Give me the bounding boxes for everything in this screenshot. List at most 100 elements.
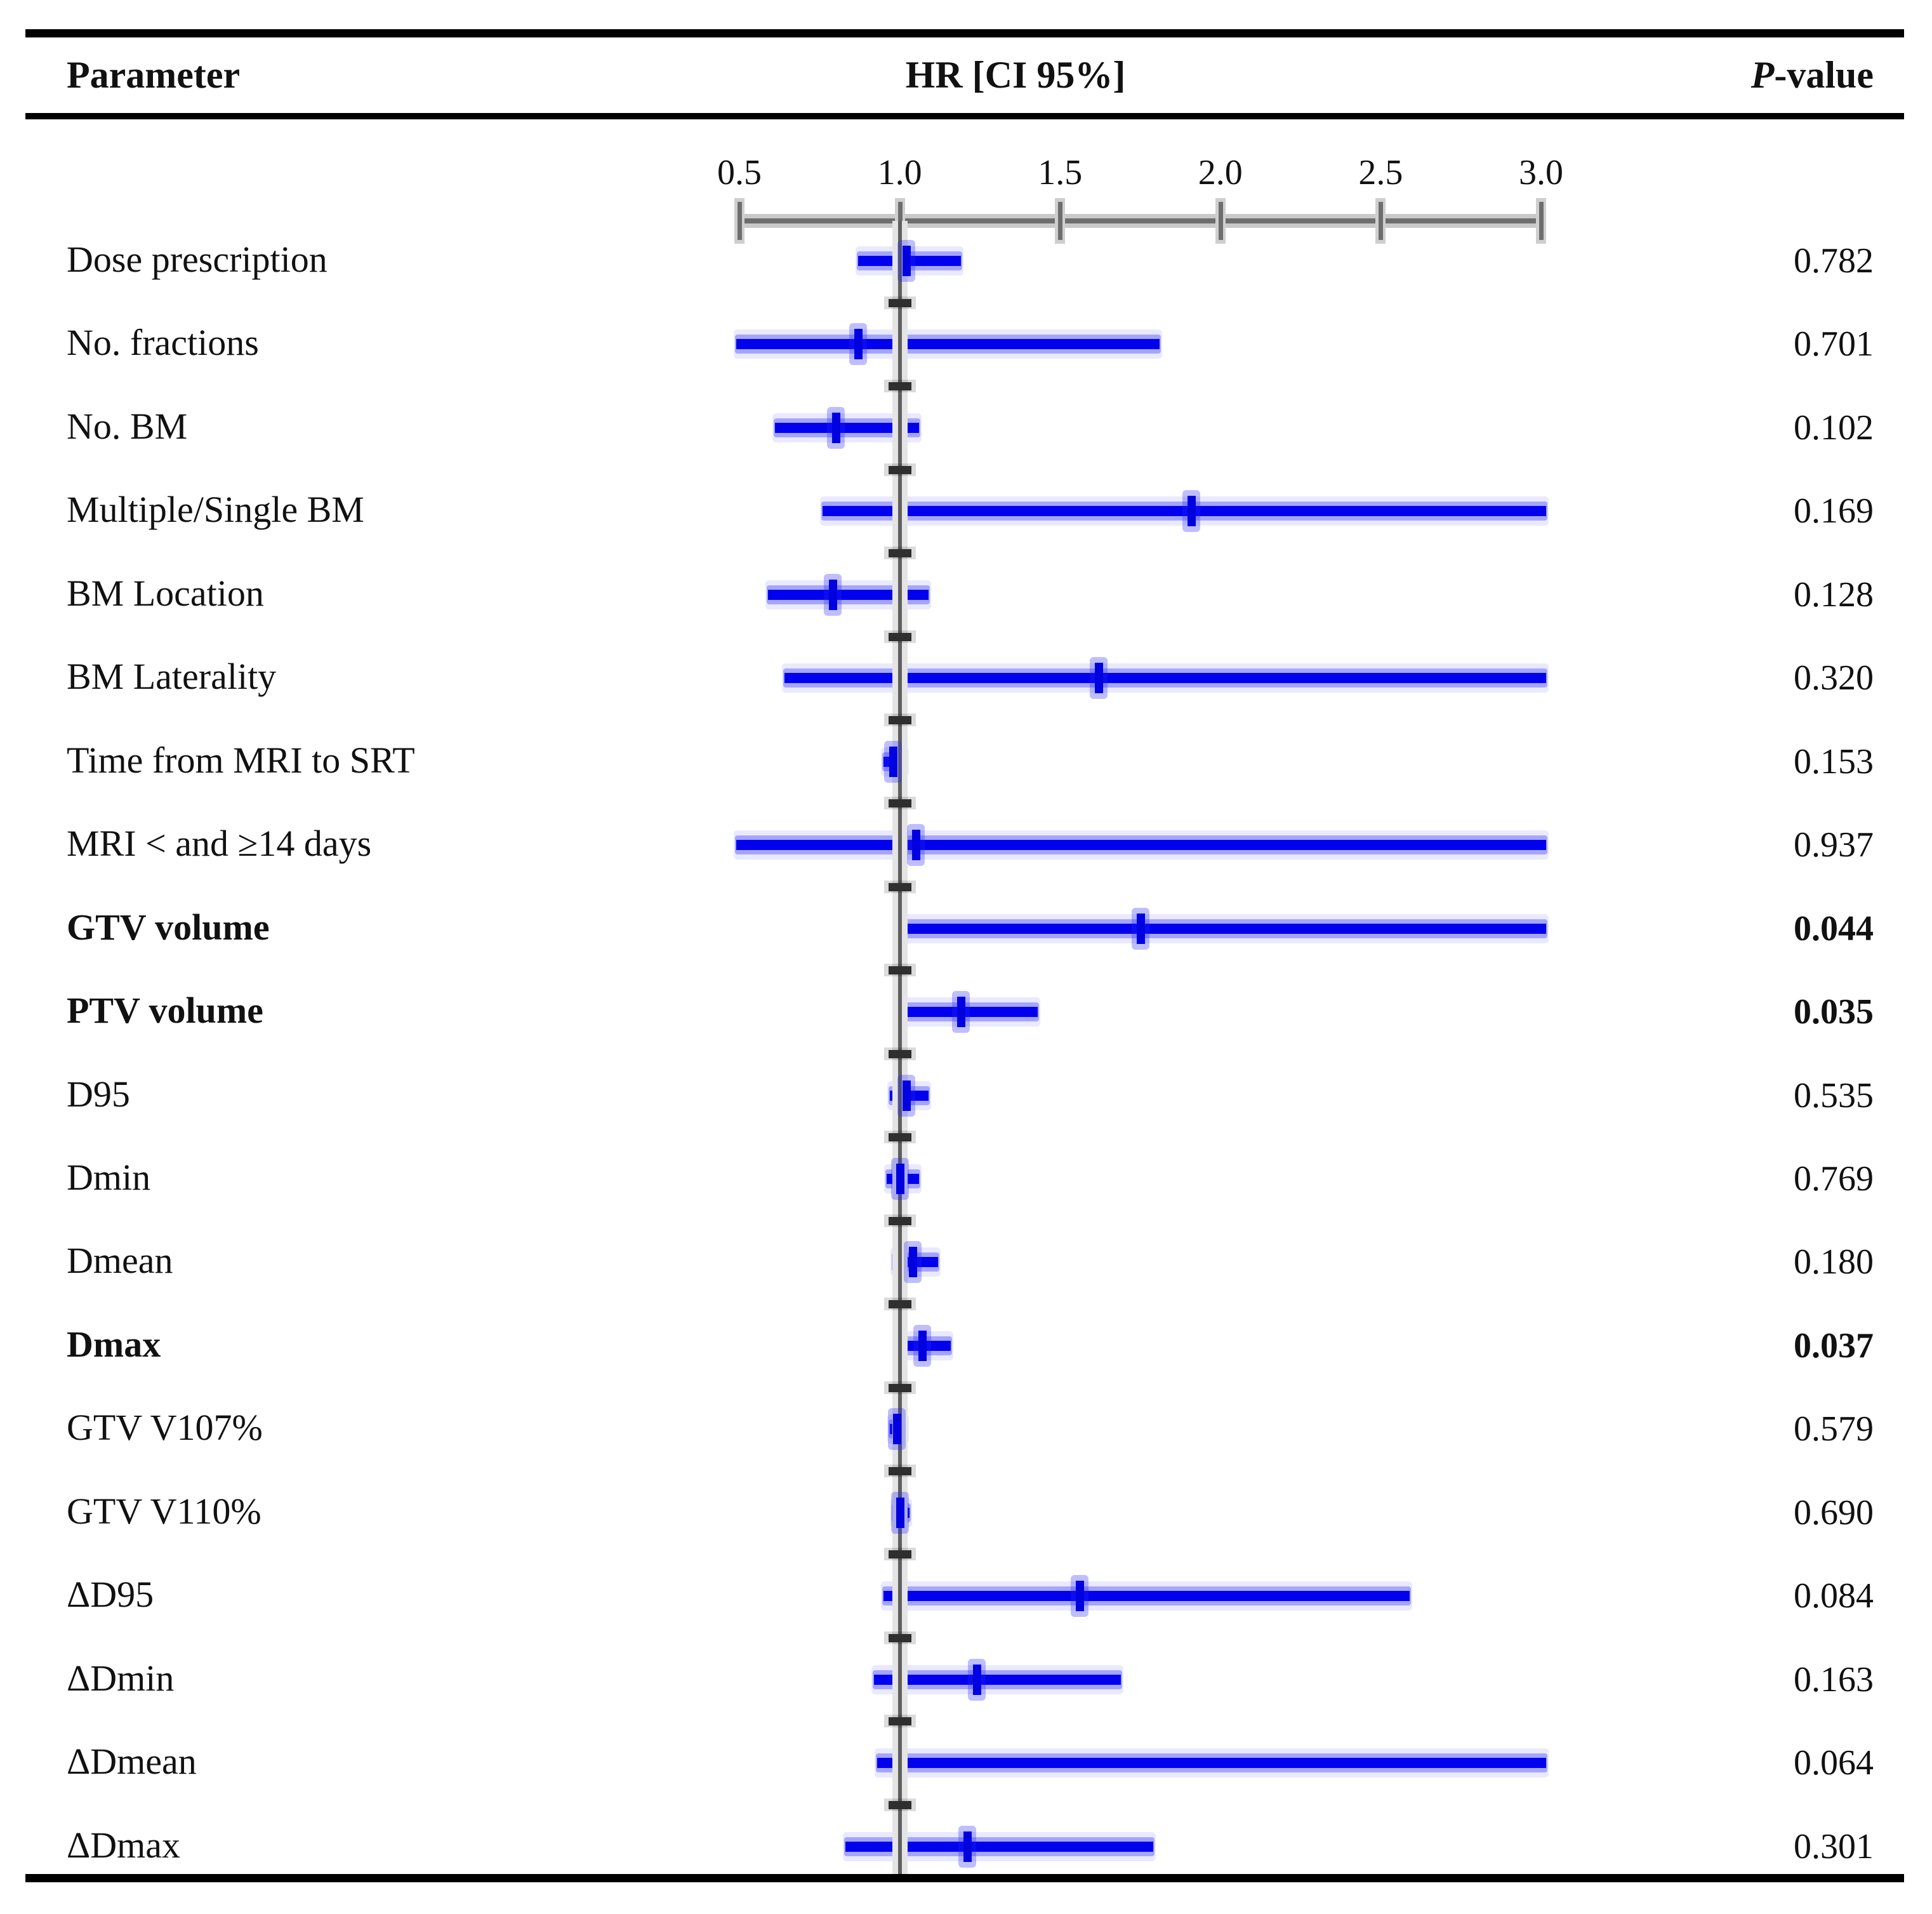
hr-point-marker xyxy=(918,1330,927,1361)
p-value: 0.084 xyxy=(1794,1576,1874,1616)
parameter-label: Dmin xyxy=(67,1156,151,1198)
p-value: 0.782 xyxy=(1794,241,1874,281)
p-value: 0.320 xyxy=(1794,658,1874,698)
parameter-label: ΔDmax xyxy=(67,1824,181,1866)
reference-line-minor-dash xyxy=(888,465,911,474)
reference-line-minor-dash xyxy=(888,1550,911,1559)
p-value-italic-p: P xyxy=(1750,54,1775,96)
x-axis-tick-label: 1.0 xyxy=(877,153,922,192)
reference-line-minor-dash xyxy=(888,799,911,808)
parameter-label: ΔD95 xyxy=(67,1574,154,1616)
p-value: 0.163 xyxy=(1794,1659,1874,1699)
column-header-hr-ci: HR [CI 95%] xyxy=(905,54,1126,96)
p-value: 0.102 xyxy=(1794,408,1874,448)
p-value-rest: -value xyxy=(1774,54,1874,96)
header-rule xyxy=(25,113,1904,119)
parameter-label: ΔDmin xyxy=(67,1657,175,1699)
hr-point-marker xyxy=(1075,1581,1084,1612)
x-axis-tick-label: 3.0 xyxy=(1519,153,1563,192)
hr-point-marker xyxy=(972,1664,981,1695)
reference-line-minor-dash xyxy=(888,1467,911,1476)
ci-bar xyxy=(877,1758,1546,1769)
ci-bar xyxy=(768,589,929,600)
parameter-label: D95 xyxy=(67,1073,130,1115)
parameter-label: Multiple/Single BM xyxy=(67,489,364,531)
hr-point-marker xyxy=(828,579,837,610)
p-value: 0.937 xyxy=(1794,825,1874,865)
p-value: 0.690 xyxy=(1794,1492,1874,1532)
hr-point-marker xyxy=(1188,496,1196,527)
parameter-label: GTV volume xyxy=(67,906,270,948)
ci-bar xyxy=(903,1340,951,1351)
parameter-label: GTV V107% xyxy=(67,1407,263,1449)
parameter-label: BM Laterality xyxy=(67,656,277,698)
p-value: 0.535 xyxy=(1794,1075,1874,1115)
x-axis-tick xyxy=(1058,202,1063,240)
reference-line-minor-dash xyxy=(888,966,911,975)
ci-bar xyxy=(906,923,1546,934)
parameter-label: GTV V110% xyxy=(67,1490,261,1532)
ci-bar xyxy=(736,339,1160,350)
parameter-label: MRI < and ≥14 days xyxy=(67,823,372,865)
x-axis-tick-label: 0.5 xyxy=(717,153,762,192)
p-value: 0.037 xyxy=(1794,1326,1874,1366)
parameter-label: Dmax xyxy=(67,1323,161,1365)
reference-line-minor-dash xyxy=(888,715,911,724)
hr-point-marker xyxy=(902,246,911,276)
p-value: 0.301 xyxy=(1794,1826,1874,1866)
p-value: 0.035 xyxy=(1794,992,1874,1032)
reference-line-minor-dash xyxy=(888,298,911,307)
parameter-label: PTV volume xyxy=(67,990,263,1032)
p-value: 0.579 xyxy=(1794,1409,1874,1449)
reference-line-minor-dash xyxy=(888,1133,911,1142)
reference-line-minor-dash xyxy=(888,382,911,391)
reference-line-minor-dash xyxy=(888,1633,911,1642)
ci-bar xyxy=(823,506,1546,517)
p-value: 0.769 xyxy=(1794,1159,1874,1199)
x-axis-line xyxy=(734,218,1546,223)
parameter-label: BM Location xyxy=(67,572,264,614)
hr-point-marker xyxy=(908,1247,917,1278)
reference-line-minor-dash xyxy=(888,1216,911,1225)
hr-point-marker xyxy=(956,997,965,1028)
reference-line-hr-1 xyxy=(897,221,902,1874)
hr-point-marker xyxy=(896,1497,904,1528)
ci-bar xyxy=(883,1591,1410,1602)
hr-point-marker xyxy=(831,412,840,443)
hr-point-marker xyxy=(902,1080,911,1111)
reference-line-minor-dash xyxy=(888,1300,911,1309)
hr-point-marker xyxy=(889,746,898,777)
hr-point-marker xyxy=(1136,913,1145,944)
hr-point-marker xyxy=(854,329,863,360)
x-axis-tick-label: 2.5 xyxy=(1358,153,1403,192)
hr-point-marker xyxy=(911,830,920,861)
p-value: 0.169 xyxy=(1794,491,1874,531)
parameter-label: No. fractions xyxy=(67,322,259,364)
hr-point-marker xyxy=(892,1414,901,1445)
x-axis-tick xyxy=(1218,202,1223,240)
hr-point-marker xyxy=(963,1831,972,1862)
p-value: 0.064 xyxy=(1794,1743,1874,1783)
reference-line-minor-dash xyxy=(888,1049,911,1058)
p-value: 0.701 xyxy=(1794,324,1874,364)
column-header-p-value: P-value xyxy=(1650,55,1874,95)
x-axis-tick xyxy=(1539,202,1544,240)
p-value: 0.153 xyxy=(1794,741,1874,781)
p-value: 0.128 xyxy=(1794,575,1874,615)
reference-line-minor-dash xyxy=(888,1800,911,1809)
ci-bar xyxy=(774,422,919,433)
ci-bar xyxy=(874,1674,1121,1685)
reference-line-minor-dash xyxy=(888,632,911,641)
parameter-label: ΔDmean xyxy=(67,1741,197,1783)
reference-line-minor-dash xyxy=(888,882,911,891)
reference-line-minor-dash xyxy=(888,1717,911,1726)
ci-bar xyxy=(736,840,1546,851)
parameter-label: Dose prescription xyxy=(67,239,328,280)
ci-bar xyxy=(784,673,1546,684)
ci-bar xyxy=(845,1841,1153,1852)
p-value: 0.180 xyxy=(1794,1242,1874,1282)
x-axis-tick-label: 1.5 xyxy=(1038,153,1083,192)
ci-bar xyxy=(906,1007,1038,1018)
